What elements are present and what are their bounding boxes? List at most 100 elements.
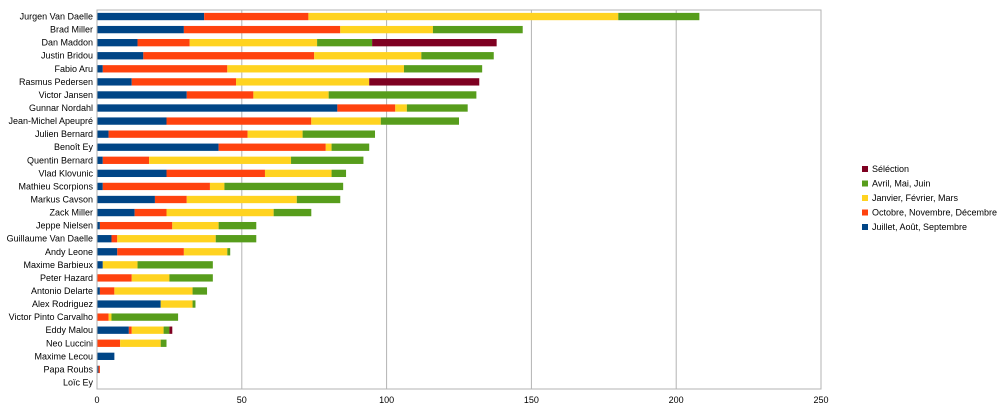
bar-segment <box>98 365 100 374</box>
bar-segment <box>97 78 132 86</box>
category-label: Rasmus Pedersen <box>19 77 93 87</box>
bar-segment <box>186 195 297 204</box>
category-label: Benoît Ey <box>54 142 94 152</box>
bar-segment <box>97 182 103 191</box>
bar-segment <box>331 169 347 178</box>
legend-swatch <box>862 180 868 187</box>
legend-label: Octobre, Novembre, Décembre <box>872 208 997 218</box>
legend-swatch <box>862 166 868 172</box>
bar-segment <box>169 326 173 334</box>
bar-segment <box>117 235 216 243</box>
category-label: Dan Maddon <box>41 38 93 48</box>
legend: Séléction Avril, Mai, Juin Janvier, Févrie… <box>862 164 997 232</box>
bar-segment <box>247 130 303 138</box>
bar-segment <box>102 182 210 191</box>
legend-label: Juillet, Août, Septembre <box>872 222 967 232</box>
bar-segment <box>154 195 187 204</box>
legend-swatch <box>862 224 868 230</box>
bar-segment <box>134 208 167 217</box>
bar-segment <box>111 313 179 321</box>
bar-segment <box>209 182 225 191</box>
bar-segment <box>97 208 135 217</box>
category-label: Maxime Lecou <box>34 351 93 361</box>
bar-segment <box>120 339 161 347</box>
plot-frame <box>96 9 822 390</box>
bar-segment <box>97 117 167 125</box>
category-label: Neo Luccini <box>46 338 93 348</box>
category-label: Victor Pinto Carvalho <box>9 312 93 322</box>
bar-segment <box>97 326 129 334</box>
bar-segment <box>97 156 103 164</box>
legend-swatch <box>862 195 868 201</box>
category-label: Julien Bernard <box>35 129 93 139</box>
category-label: Guillaume Van Daelle <box>7 234 93 244</box>
bar-segment <box>291 156 364 164</box>
category-label: Jean-Michel Apeupré <box>8 116 93 126</box>
bar-segment <box>166 117 312 125</box>
x-tick-label: 0 <box>94 395 99 405</box>
x-tick-labels: 0 50 100 150 200 250 <box>94 395 828 405</box>
category-label: Eddy Malou <box>45 325 93 335</box>
legend-swatch <box>862 209 868 216</box>
bar-segment <box>97 274 132 282</box>
category-label: Antonio Delarte <box>31 286 93 296</box>
bar-segment <box>111 235 118 243</box>
x-tick-label: 150 <box>524 395 539 405</box>
bar-segment <box>236 78 370 86</box>
bar-segment <box>380 117 459 125</box>
bar-segment <box>224 182 344 191</box>
category-label: Zack Miller <box>49 208 93 218</box>
bars <box>97 12 700 374</box>
bar-segment <box>137 261 213 269</box>
bar-segment <box>131 274 170 282</box>
bar-segment <box>395 104 407 112</box>
bar-segment <box>143 52 315 60</box>
category-label: Brad Miller <box>50 25 93 35</box>
category-label: Alex Rodriguez <box>32 299 94 309</box>
bar-segment <box>160 300 193 308</box>
bar-segment <box>325 143 332 151</box>
x-tick-label: 50 <box>237 395 247 405</box>
bar-segment <box>311 117 381 125</box>
bar-segment <box>97 12 205 21</box>
bar-segment <box>97 195 155 204</box>
bar-segment <box>108 313 112 321</box>
bar-segment <box>131 78 237 86</box>
category-labels: Jurgen Van Daelle Brad Miller Dan Maddon Ju… <box>7 12 94 388</box>
bar-segment <box>372 39 497 47</box>
bar-segment <box>163 326 170 334</box>
bar-segment <box>97 248 118 256</box>
bar-segment <box>97 39 138 47</box>
bar-segment <box>192 287 208 295</box>
bar-segment <box>128 326 132 334</box>
category-label: Quentin Bernard <box>27 155 93 165</box>
bar-segment <box>166 208 274 217</box>
bar-segment <box>102 261 138 269</box>
category-label: Andy Leone <box>45 247 93 257</box>
bar-segment <box>102 156 150 164</box>
bar-segment <box>97 365 99 374</box>
bar-segment <box>618 12 700 21</box>
bar-segment <box>308 12 619 21</box>
category-label: Justin Bridou <box>41 51 93 61</box>
bar-segment <box>317 39 373 47</box>
bar-segment <box>218 221 257 230</box>
bar-segment <box>108 130 248 138</box>
bar-segment <box>186 91 254 99</box>
bar-segment <box>192 300 196 308</box>
bar-segment <box>97 339 121 347</box>
category-label: Jeppe Nielsen <box>36 221 93 231</box>
bar-segment <box>169 274 213 282</box>
category-label: Victor Jansen <box>39 90 93 100</box>
legend-label: Janvier, Février, Mars <box>872 193 959 203</box>
category-label: Loïc Ey <box>63 377 94 387</box>
category-label: Fabio Aru <box>54 64 93 74</box>
bar-segment <box>97 300 161 308</box>
bar-segment <box>131 326 164 334</box>
bar-segment <box>97 52 144 60</box>
bar-segment <box>97 261 103 269</box>
bar-segment <box>97 352 115 360</box>
bar-segment <box>97 313 109 321</box>
bar-segment <box>215 235 257 243</box>
